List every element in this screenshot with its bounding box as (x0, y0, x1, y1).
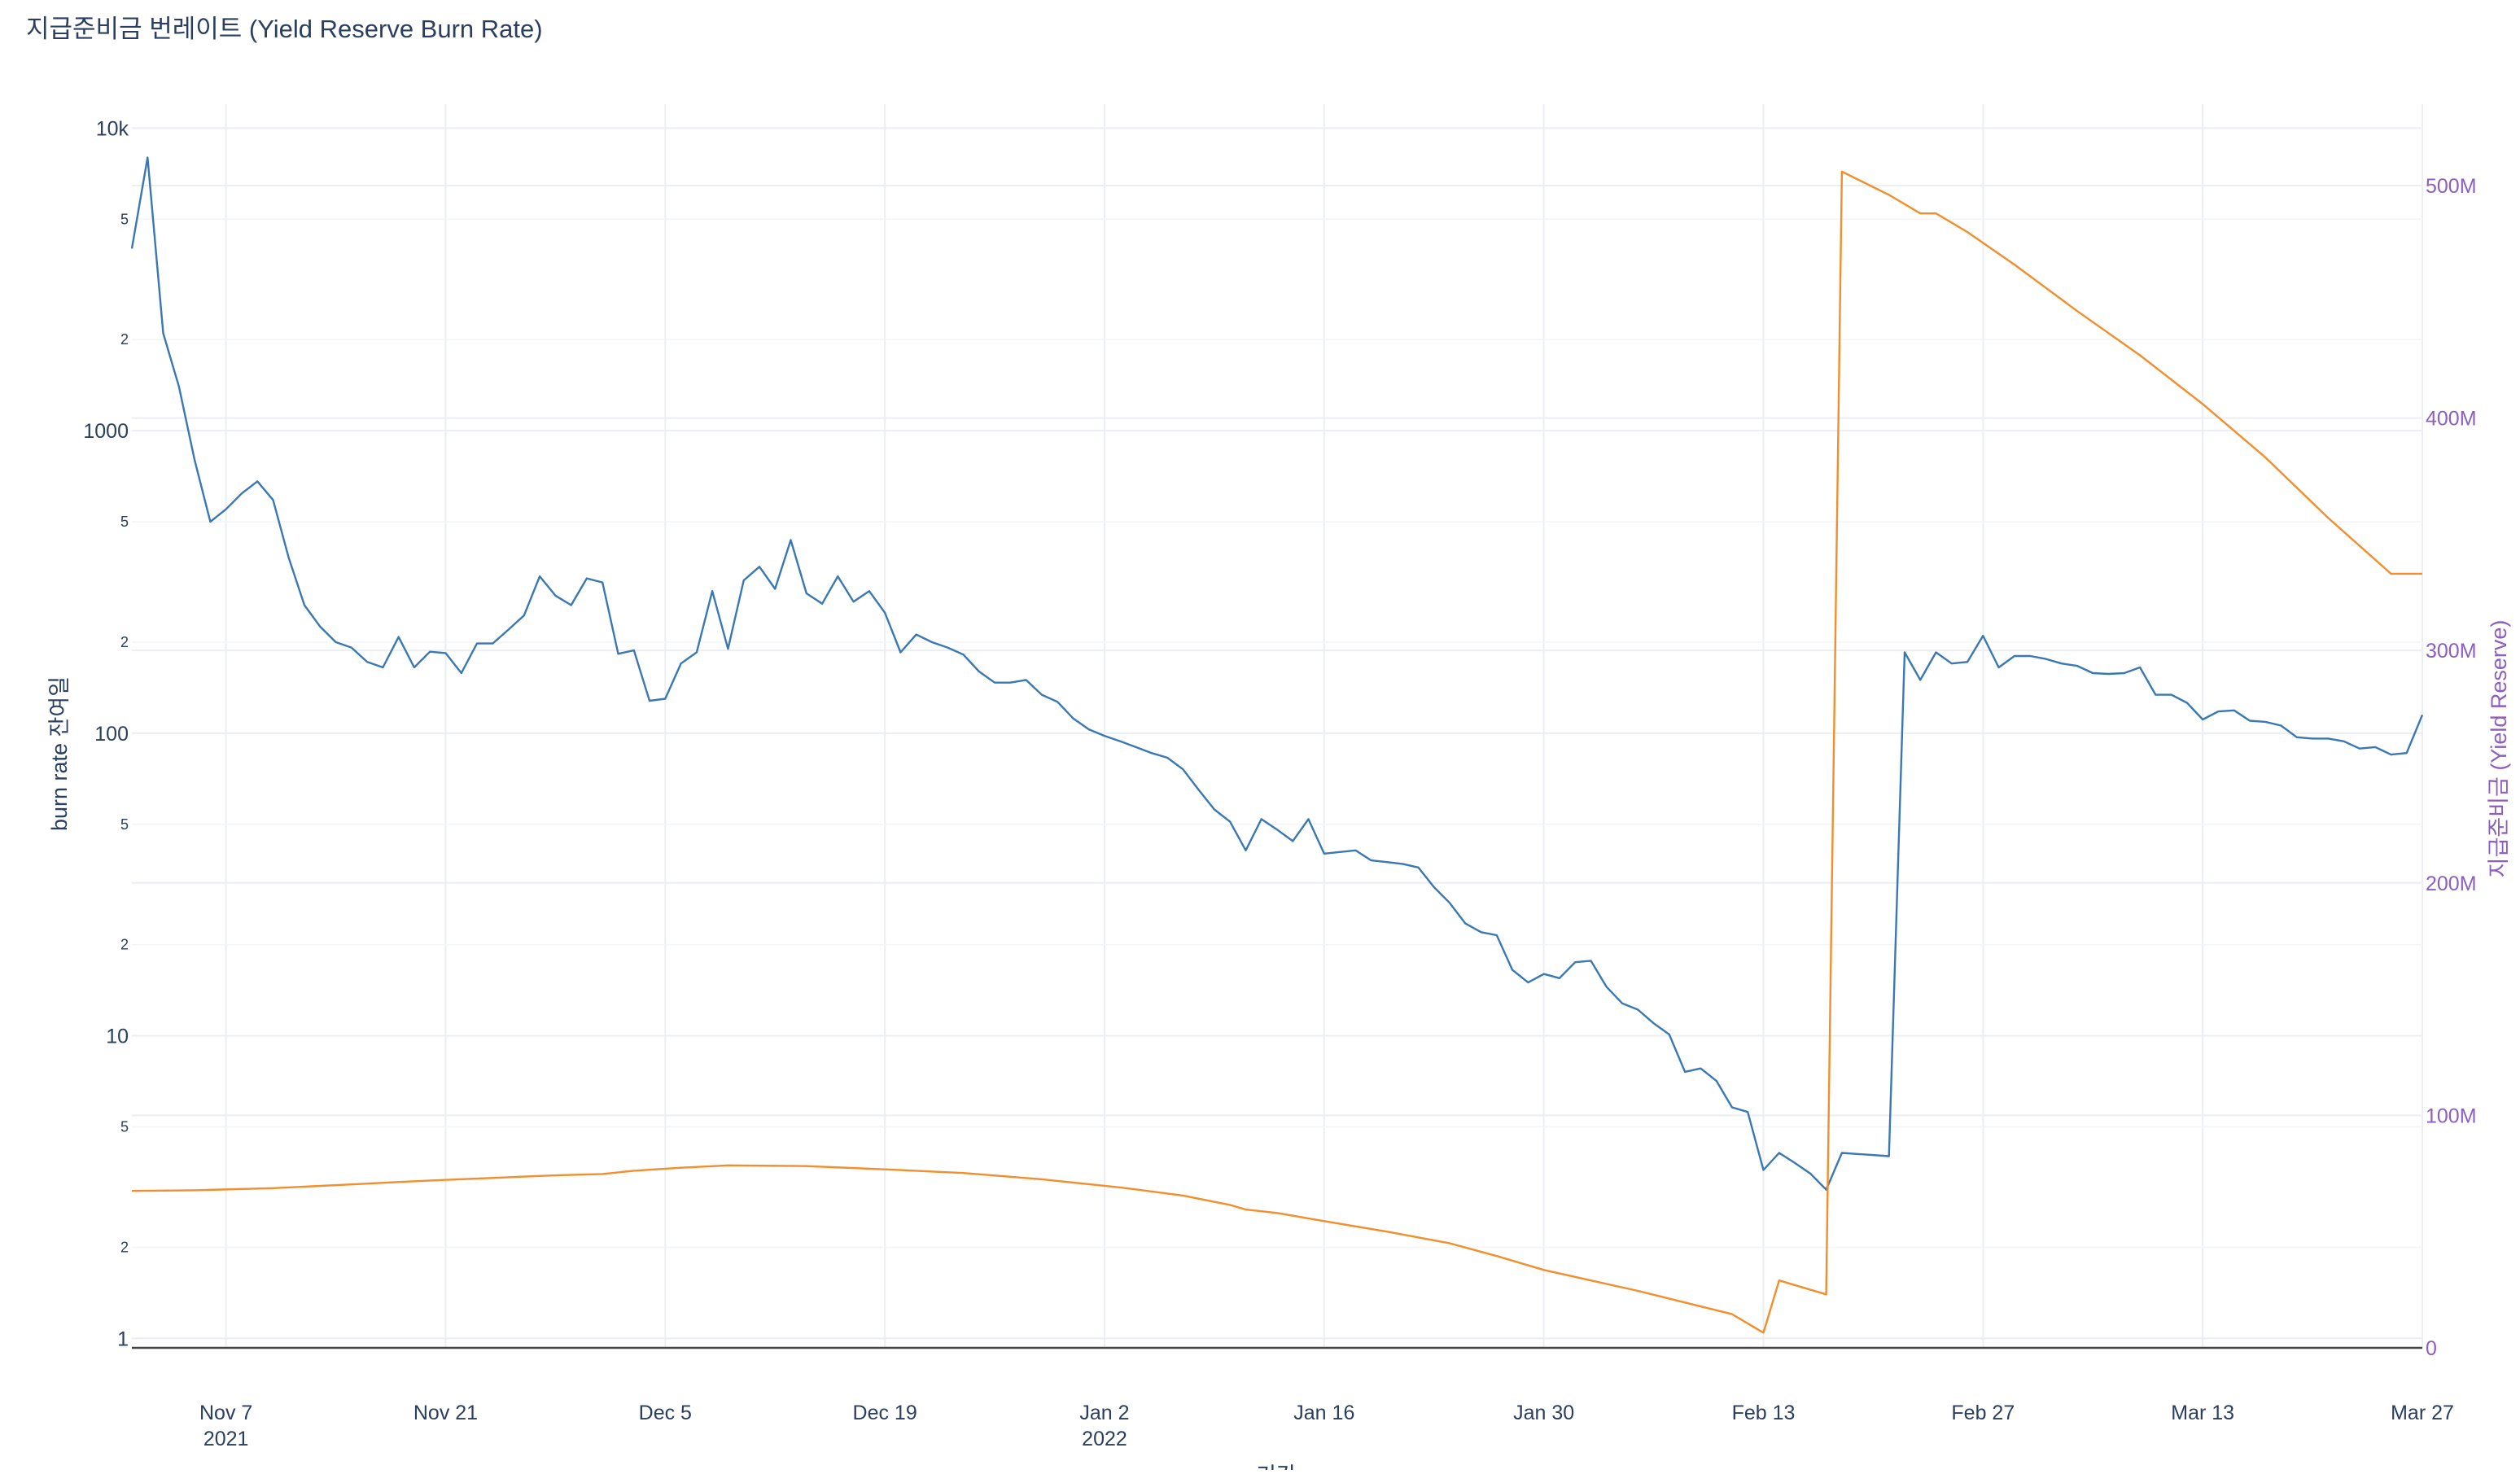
y-left-minor-tick-label: 2 (120, 1239, 129, 1255)
y-left-minor-tick-label: 5 (120, 816, 129, 833)
x-tick-label: Jan 30 (1513, 1402, 1574, 1424)
x-tick-label: Feb 13 (1732, 1402, 1796, 1424)
y-left-minor-tick-label: 2 (120, 634, 129, 650)
x-tick-label: Jan 16 (1293, 1402, 1354, 1424)
x-tick-label: Nov 21 (413, 1402, 478, 1424)
y-left-tick-label: 10 (106, 1026, 129, 1048)
y-right-tick-label: 400M (2426, 408, 2477, 431)
x-tick-label: Mar 27 (2391, 1402, 2454, 1424)
x-tick-label: Feb 27 (1951, 1402, 2015, 1424)
y-right-tick-label: 0 (2426, 1337, 2437, 1360)
x-tick-label: Mar 13 (2171, 1402, 2234, 1424)
y-right-tick-label: 100M (2426, 1104, 2477, 1127)
x-tick-year-label: 2021 (203, 1428, 249, 1450)
right-axis-title: 지급준비금 (Yield Reserve) (2487, 620, 2511, 878)
chart-title: 지급준비금 번레이트 (Yield Reserve Burn Rate) (26, 15, 543, 43)
y-left-minor-tick-label: 5 (120, 1118, 129, 1135)
x-tick-label: Nov 7 (199, 1402, 252, 1424)
y-right-tick-label: 500M (2426, 175, 2477, 198)
y-left-tick-label: 10k (96, 117, 129, 140)
y-left-tick-label: 1000 (83, 420, 129, 443)
yield-reserve-line (131, 170, 2422, 1334)
x-tick-label: Jan 2 (1079, 1402, 1129, 1424)
x-tick-label: Dec 5 (639, 1402, 692, 1424)
y-left-tick-label: 100 (94, 723, 129, 746)
series-layer (130, 156, 2424, 1334)
x-axis-title: 기간 (1256, 1463, 1297, 1470)
x-tick-year-label: 2022 (1082, 1428, 1127, 1450)
y-right-tick-label: 200M (2426, 873, 2477, 895)
left-axis-title: burn rate 잔여일 (47, 676, 72, 831)
x-tick-label: Dec 19 (853, 1402, 917, 1424)
y-left-minor-tick-label: 5 (120, 514, 129, 530)
y-left-minor-tick-label: 5 (120, 211, 129, 227)
y-left-minor-tick-label: 2 (120, 331, 129, 348)
y-right-tick-label: 300M (2426, 640, 2477, 663)
y-left-minor-tick-label: 2 (120, 937, 129, 953)
y-left-tick-label: 1 (117, 1327, 129, 1350)
burn-rate-line (130, 156, 2424, 1191)
